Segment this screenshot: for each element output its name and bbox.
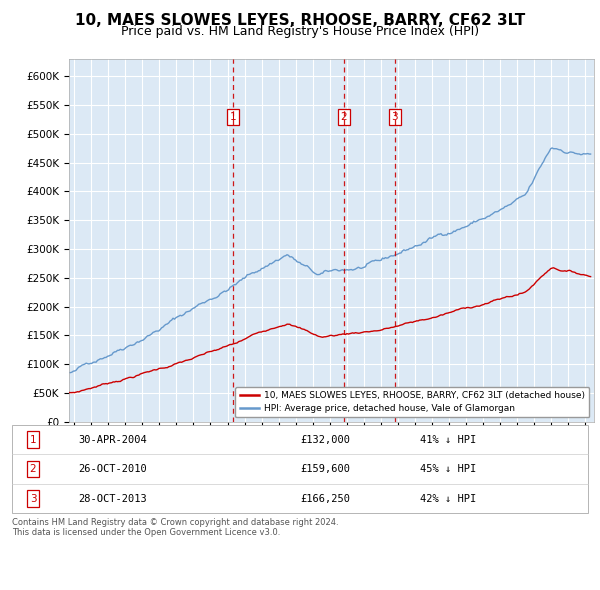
Text: 41% ↓ HPI: 41% ↓ HPI (420, 435, 476, 444)
Text: Price paid vs. HM Land Registry's House Price Index (HPI): Price paid vs. HM Land Registry's House … (121, 25, 479, 38)
Text: 30-APR-2004: 30-APR-2004 (78, 435, 147, 444)
Text: £166,250: £166,250 (300, 494, 350, 503)
Text: 42% ↓ HPI: 42% ↓ HPI (420, 494, 476, 503)
Text: 1: 1 (29, 435, 37, 444)
Text: 2: 2 (29, 464, 37, 474)
Text: 45% ↓ HPI: 45% ↓ HPI (420, 464, 476, 474)
Text: £159,600: £159,600 (300, 464, 350, 474)
Text: 3: 3 (392, 112, 398, 122)
Text: £132,000: £132,000 (300, 435, 350, 444)
Text: Contains HM Land Registry data © Crown copyright and database right 2024.
This d: Contains HM Land Registry data © Crown c… (12, 518, 338, 537)
Text: 28-OCT-2013: 28-OCT-2013 (78, 494, 147, 503)
Legend: 10, MAES SLOWES LEYES, RHOOSE, BARRY, CF62 3LT (detached house), HPI: Average pr: 10, MAES SLOWES LEYES, RHOOSE, BARRY, CF… (235, 386, 589, 417)
Text: 1: 1 (230, 112, 236, 122)
Text: 3: 3 (29, 494, 37, 503)
Text: 26-OCT-2010: 26-OCT-2010 (78, 464, 147, 474)
Text: 2: 2 (340, 112, 347, 122)
Text: 10, MAES SLOWES LEYES, RHOOSE, BARRY, CF62 3LT: 10, MAES SLOWES LEYES, RHOOSE, BARRY, CF… (75, 13, 525, 28)
